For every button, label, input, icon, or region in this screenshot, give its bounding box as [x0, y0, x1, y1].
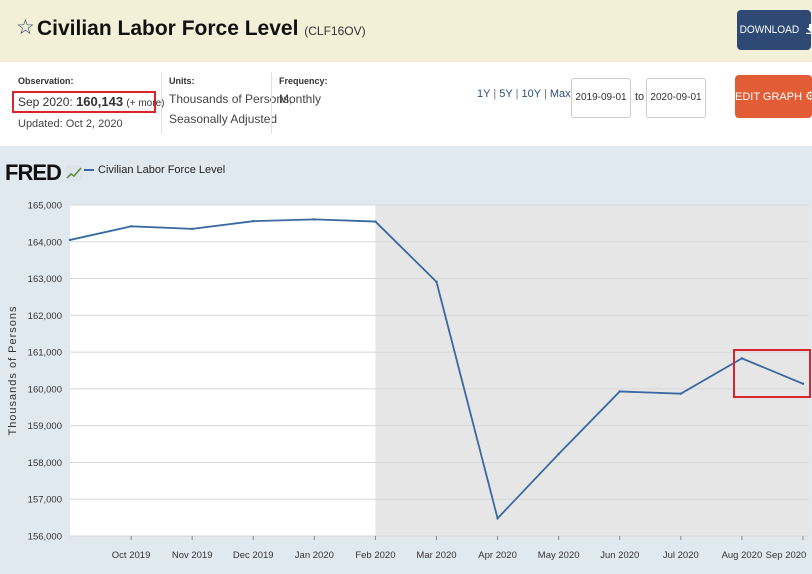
series-metadata: Observation: Sep 2020: 160,143 (+ more) …	[0, 62, 812, 146]
observation-highlight	[12, 91, 156, 113]
legend-swatch	[84, 169, 94, 171]
start-date-input[interactable]: 2019-09-01	[571, 78, 631, 118]
x-tick-label: Dec 2019	[233, 550, 274, 561]
units-line-1: Thousands of Persons,	[169, 92, 293, 106]
edit-graph-button[interactable]: EDIT GRAPH ⚙	[735, 75, 812, 118]
x-tick-label: May 2020	[538, 550, 580, 561]
x-tick-label: Oct 2019	[112, 550, 151, 561]
divider	[271, 72, 272, 134]
units-label: Units:	[169, 76, 195, 86]
date-range-options: 1Y | 5Y | 10Y | Max	[477, 88, 571, 100]
y-tick-label: 160,000	[28, 384, 62, 395]
data-point	[190, 227, 194, 231]
date-to-label: to	[635, 91, 645, 103]
chart-legend[interactable]: Civilian Labor Force Level	[84, 164, 225, 176]
frequency-label: Frequency:	[279, 76, 328, 86]
range-max[interactable]: Max	[549, 88, 571, 100]
y-axis-label: Thousands of Persons	[7, 305, 19, 435]
series-header: ☆ Civilian Labor Force Level (CLF16OV) D…	[0, 0, 812, 62]
y-tick-label: 157,000	[28, 495, 62, 506]
x-tick-label: Nov 2019	[172, 550, 213, 561]
divider	[161, 72, 162, 134]
data-point	[740, 357, 744, 360]
units-line-2: Seasonally Adjusted	[169, 112, 278, 126]
end-date-input[interactable]: 2020-09-01	[646, 78, 706, 118]
x-tick-label: Jul 2020	[663, 550, 699, 561]
fred-logo-chart-icon	[66, 165, 83, 181]
series-id: (CLF16OV)	[304, 24, 366, 38]
line-chart[interactable]: 156,000 157,000 158,000 159,000 160,000 161,0…	[0, 146, 812, 574]
updated-date: Updated: Oct 2, 2020	[18, 118, 123, 130]
y-tick-label: 163,000	[28, 274, 62, 285]
frequency-value: Monthly	[279, 92, 322, 106]
data-point	[252, 219, 255, 223]
x-tick-label: Feb 2020	[355, 550, 395, 561]
y-tick-label: 162,000	[28, 311, 62, 322]
legend-label: Civilian Labor Force Level	[98, 164, 226, 176]
x-tick-label: Mar 2020	[416, 550, 456, 561]
data-point	[496, 517, 499, 520]
y-tick-label: 164,000	[28, 237, 62, 248]
data-point	[374, 220, 377, 223]
page-title: Civilian Labor Force Level (CLF16OV)	[37, 17, 366, 40]
highlight-box	[733, 349, 811, 398]
data-point	[313, 218, 316, 221]
x-tick-label: Jun 2020	[600, 550, 639, 561]
y-tick-label: 161,000	[28, 348, 62, 359]
y-tick-label: 158,000	[28, 458, 62, 469]
y-tick-label: 165,000	[28, 201, 62, 212]
gear-icon: ⚙	[805, 89, 812, 103]
download-button[interactable]: DOWNLOAD	[737, 10, 812, 50]
range-1y[interactable]: 1Y	[477, 88, 491, 100]
data-point	[679, 392, 683, 395]
data-point	[557, 452, 560, 456]
x-tick-label: Aug 2020	[722, 550, 763, 561]
data-point	[801, 382, 805, 385]
data-point	[435, 280, 438, 284]
recession-shading	[375, 205, 809, 536]
more-observations-link[interactable]: (+ more)	[126, 98, 165, 109]
range-5y[interactable]: 5Y	[499, 88, 513, 100]
data-point	[618, 390, 621, 393]
observation-value: Sep 2020: 160,143 (+ more)	[18, 94, 165, 109]
x-tick-label: Sep 2020	[766, 550, 807, 561]
data-point	[68, 238, 72, 242]
x-tick-label: Jan 2020	[295, 550, 334, 561]
observation-label: Observation:	[18, 76, 74, 86]
fred-logo: FRED	[5, 160, 83, 186]
star-outline-icon[interactable]: ☆	[16, 16, 35, 39]
y-tick-label: 156,000	[28, 532, 62, 543]
y-tick-label: 159,000	[28, 421, 62, 432]
range-10y[interactable]: 10Y	[521, 88, 541, 100]
x-tick-label: Apr 2020	[478, 550, 517, 561]
data-point	[129, 225, 133, 228]
download-icon	[805, 24, 812, 34]
